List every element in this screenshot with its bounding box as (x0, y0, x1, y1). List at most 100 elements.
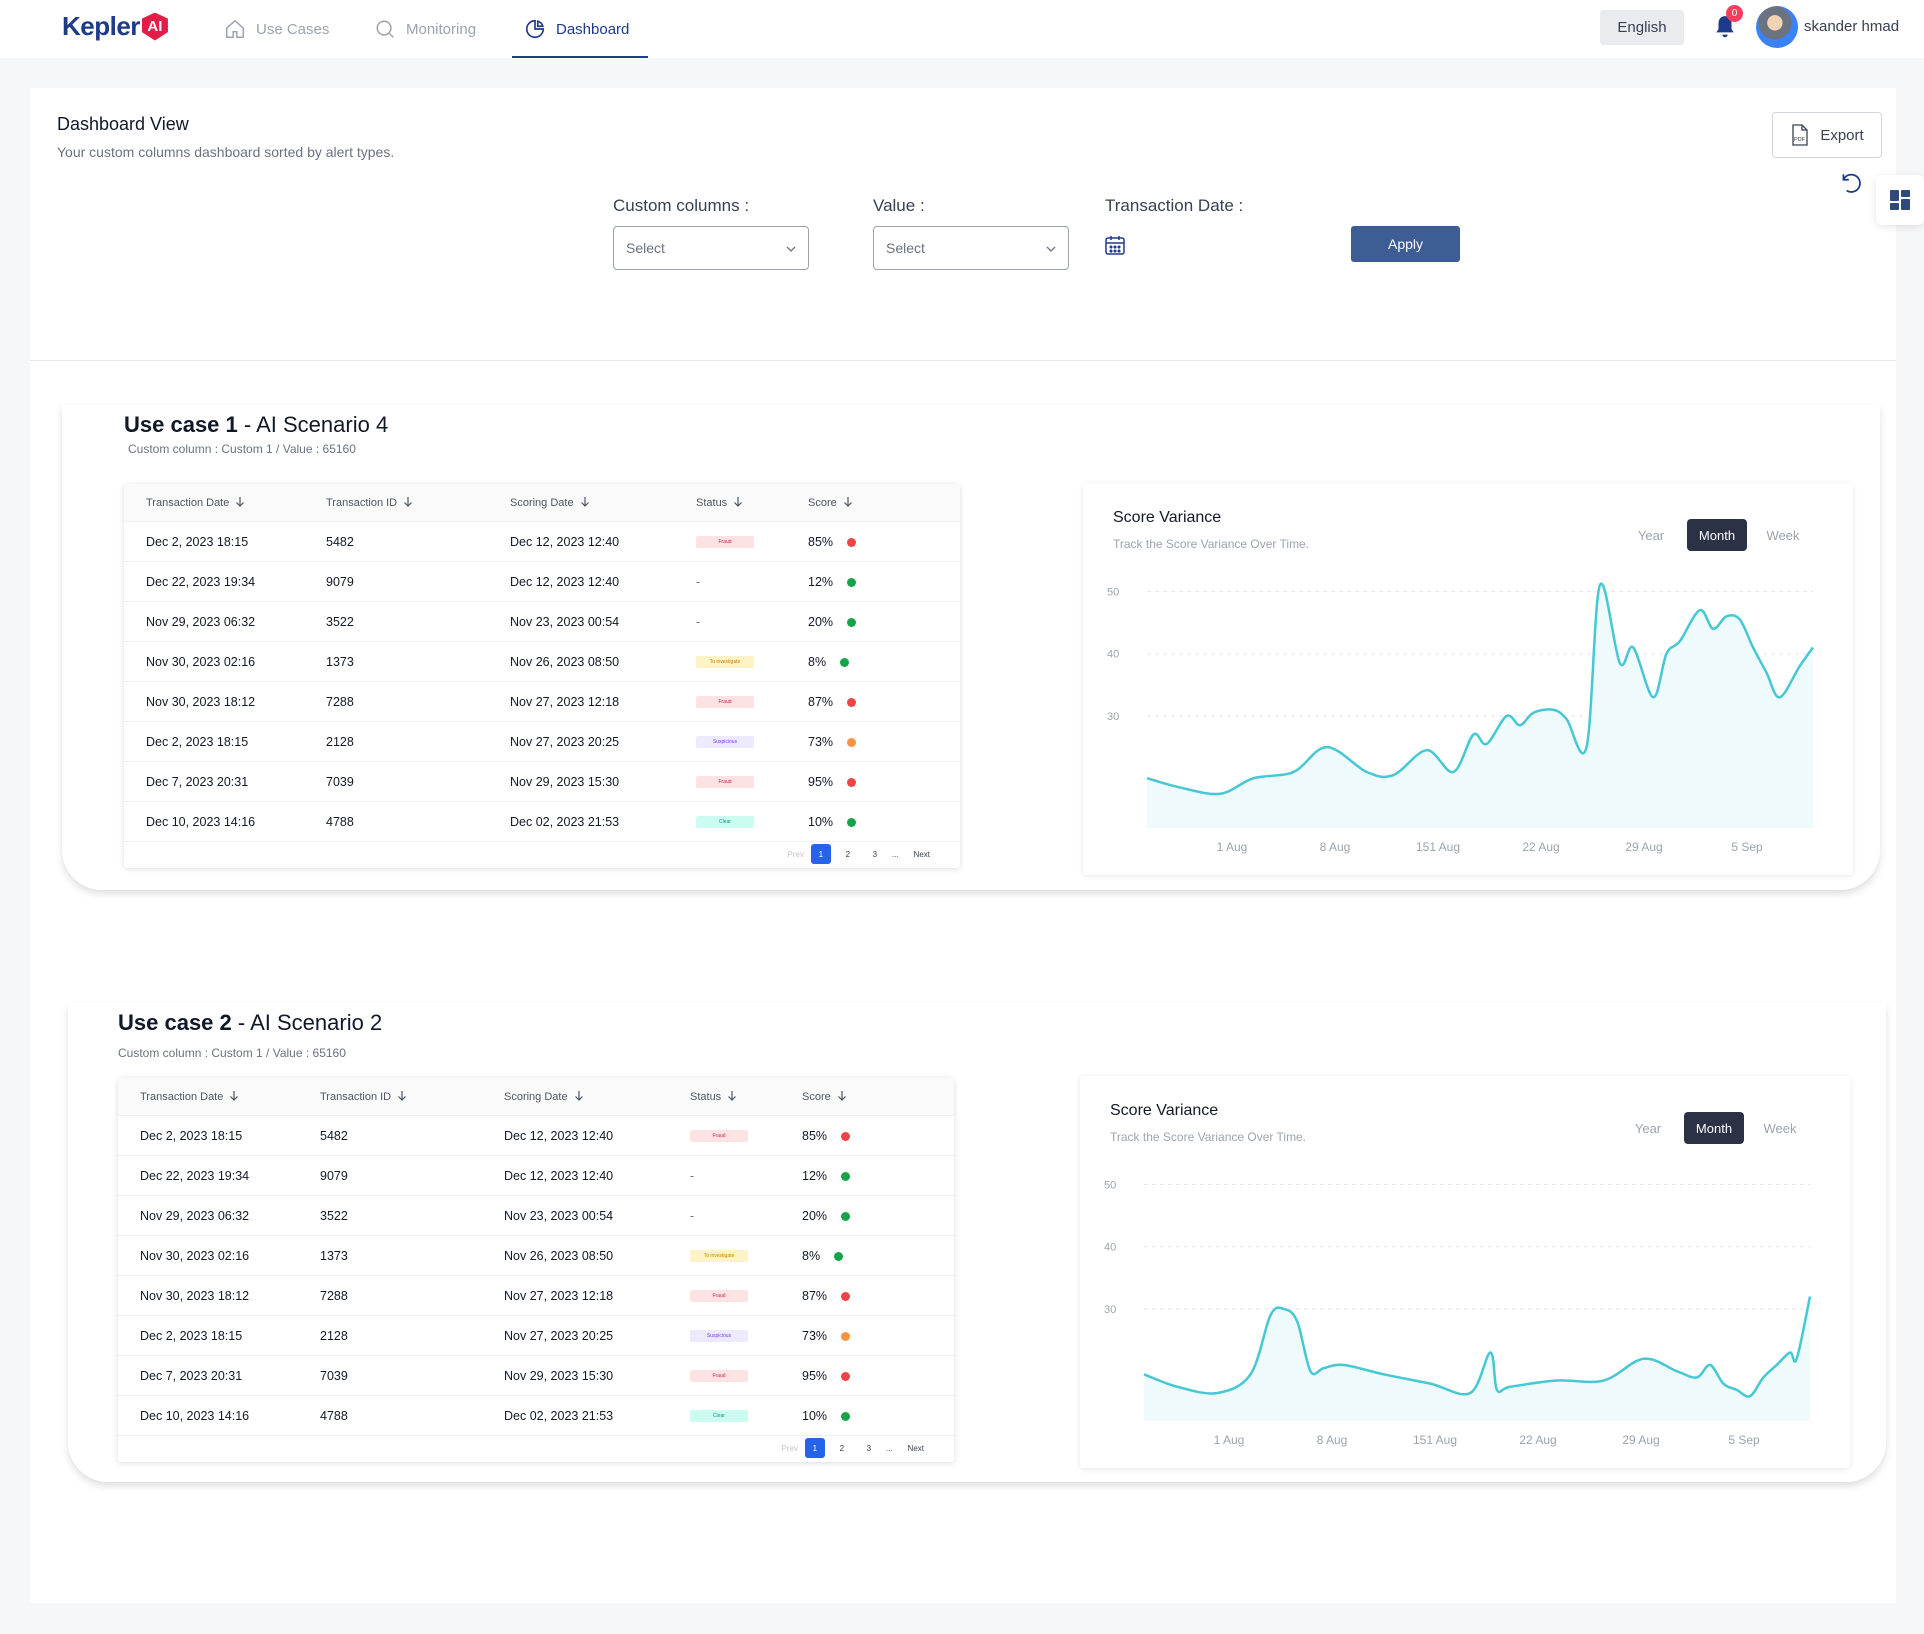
calendar-icon[interactable] (1104, 234, 1126, 256)
range-year-button[interactable]: Year (1634, 1120, 1662, 1136)
user-name[interactable]: skander hmad (1804, 18, 1900, 35)
column-header-label: Transaction ID (326, 497, 398, 509)
status-cell: Fraud (690, 1116, 748, 1156)
scoring-date-cell: Nov 27, 2023 12:18 (510, 695, 620, 709)
sort-arrow-icon[interactable] (727, 1090, 737, 1104)
range-week-button[interactable]: Week (1763, 1120, 1797, 1136)
range-month-button[interactable]: Month (1687, 519, 1747, 551)
range-year-button[interactable]: Year (1637, 527, 1665, 543)
x-tick-label: 1 Aug (1214, 1433, 1245, 1447)
pagination-prev[interactable]: Prev (781, 1443, 798, 1453)
sort-arrow-icon[interactable] (397, 1090, 407, 1104)
column-header-label: Transaction Date (146, 497, 230, 509)
column-header-status[interactable]: Status (690, 1078, 737, 1116)
reset-icon[interactable] (1838, 170, 1864, 196)
column-header-transaction-date[interactable]: Transaction Date (140, 1078, 239, 1116)
sort-arrow-icon[interactable] (843, 496, 853, 510)
status-badge: To investigate (690, 1250, 748, 1262)
pagination-page[interactable]: 1 (804, 1438, 825, 1458)
sort-arrow-icon[interactable] (837, 1090, 847, 1104)
chart-title: Score Variance (1110, 1102, 1219, 1119)
column-header-status[interactable]: Status (696, 484, 743, 522)
layout-toggle-button[interactable] (1876, 175, 1924, 225)
table-row[interactable]: Nov 29, 2023 06:32 3522 Nov 23, 2023 00:54… (118, 1196, 954, 1236)
table-row[interactable]: Dec 7, 2023 20:31 7039 Nov 29, 2023 15:30 F… (118, 1356, 954, 1396)
table-row[interactable]: Dec 2, 2023 18:15 5482 Dec 12, 2023 12:40 F… (118, 1116, 954, 1156)
table-row[interactable]: Nov 30, 2023 18:12 7288 Nov 27, 2023 12:18… (124, 682, 960, 722)
y-tick-label: 50 (1104, 1179, 1116, 1191)
logo-badge: AI (141, 12, 168, 41)
column-header-transaction-date[interactable]: Transaction Date (146, 484, 245, 522)
column-header-score[interactable]: Score (802, 1078, 847, 1116)
use-case-subtitle: Custom column : Custom 1 / Value : 65160 (118, 1046, 346, 1060)
nav-monitoring-label: Monitoring (406, 20, 477, 38)
top-bar: Kepler AI Use Cases Monitoring Dashboard… (0, 0, 1924, 58)
use-case-title-bold: Use case 1 (124, 412, 238, 437)
pagination-page[interactable]: 1 (810, 844, 831, 864)
transaction-id-cell: 1373 (326, 655, 354, 669)
status-cell: To investigate (696, 642, 754, 682)
pagination: Prev 1 2 3... Next (787, 844, 930, 864)
pagination-next[interactable]: Next (907, 1443, 924, 1453)
sort-arrow-icon[interactable] (733, 496, 743, 510)
transaction-date-cell: Dec 2, 2023 18:15 (146, 735, 249, 749)
range-month-button[interactable]: Month (1684, 1112, 1744, 1144)
table-row[interactable]: Dec 22, 2023 19:34 9079 Dec 12, 2023 12:40… (124, 562, 960, 602)
table-row[interactable]: Dec 10, 2023 14:16 4788 Dec 02, 2023 21:53… (118, 1396, 954, 1436)
nav-dashboard[interactable]: Dashboard (512, 0, 648, 58)
status-cell: Suspicious (690, 1316, 748, 1356)
nav-monitoring[interactable]: Monitoring (374, 0, 476, 58)
scoring-date-cell: Nov 26, 2023 08:50 (504, 1249, 614, 1263)
column-header-label: Score (808, 497, 837, 509)
x-tick-label: 5 Sep (1731, 840, 1763, 854)
table-row[interactable]: Dec 22, 2023 19:34 9079 Dec 12, 2023 12:40… (118, 1156, 954, 1196)
value-select[interactable]: Select (873, 226, 1069, 270)
column-header-transaction-id[interactable]: Transaction ID (326, 484, 413, 522)
status-badge: Fraud (696, 776, 754, 788)
score-cell: 73% (802, 1316, 851, 1356)
language-button[interactable]: English (1600, 10, 1684, 45)
pagination-next[interactable]: Next (913, 849, 930, 859)
table-row[interactable]: Dec 2, 2023 18:15 5482 Dec 12, 2023 12:40 F… (124, 522, 960, 562)
column-header-label: Score (802, 1091, 831, 1103)
nav-use-cases[interactable]: Use Cases (224, 0, 329, 58)
transaction-date-cell: Dec 7, 2023 20:31 (140, 1369, 243, 1383)
table-row[interactable]: Nov 30, 2023 02:16 1373 Nov 26, 2023 08:50… (118, 1236, 954, 1276)
status-badge: Fraud (690, 1130, 748, 1142)
pagination-page[interactable]: 2 (845, 849, 851, 859)
grid-icon (1890, 190, 1910, 210)
score-cell: 87% (802, 1276, 851, 1316)
column-header-scoring-date[interactable]: Scoring Date (504, 1078, 584, 1116)
score-value: 87% (802, 1289, 828, 1303)
x-tick-label: 22 Aug (1519, 1433, 1556, 1447)
column-header-label: Transaction Date (140, 1091, 224, 1103)
pagination-page[interactable]: 3 (872, 849, 878, 859)
table-row[interactable]: Nov 30, 2023 02:16 1373 Nov 26, 2023 08:50… (124, 642, 960, 682)
column-header-transaction-id[interactable]: Transaction ID (320, 1078, 407, 1116)
pagination-page[interactable]: 2 (839, 1443, 845, 1453)
sort-arrow-icon[interactable] (580, 496, 590, 510)
transaction-id-cell: 3522 (320, 1209, 348, 1223)
table-row[interactable]: Dec 2, 2023 18:15 2128 Nov 27, 2023 20:25 S… (124, 722, 960, 762)
export-button[interactable]: PDF Export (1772, 112, 1882, 158)
avatar[interactable] (1756, 6, 1798, 48)
range-week-button[interactable]: Week (1766, 527, 1800, 543)
table-row[interactable]: Dec 7, 2023 20:31 7039 Nov 29, 2023 15:30 F… (124, 762, 960, 802)
apply-button[interactable]: Apply (1351, 226, 1460, 262)
sort-arrow-icon[interactable] (403, 496, 413, 510)
sort-arrow-icon[interactable] (235, 496, 245, 510)
table-row[interactable]: Nov 29, 2023 06:32 3522 Nov 23, 2023 00:54… (124, 602, 960, 642)
sort-arrow-icon[interactable] (574, 1090, 584, 1104)
table-row[interactable]: Nov 30, 2023 18:12 7288 Nov 27, 2023 12:18… (118, 1276, 954, 1316)
score-cell: 12% (808, 562, 857, 602)
column-header-score[interactable]: Score (808, 484, 853, 522)
nav-dashboard-label: Dashboard (556, 20, 630, 38)
custom-columns-select[interactable]: Select (613, 226, 809, 270)
table-row[interactable]: Dec 2, 2023 18:15 2128 Nov 27, 2023 20:25 S… (118, 1316, 954, 1356)
pagination-page[interactable]: 3 (866, 1443, 872, 1453)
column-header-scoring-date[interactable]: Scoring Date (510, 484, 590, 522)
sort-arrow-icon[interactable] (229, 1090, 239, 1104)
table-row[interactable]: Dec 10, 2023 14:16 4788 Dec 02, 2023 21:53… (124, 802, 960, 842)
pagination-prev[interactable]: Prev (787, 849, 804, 859)
kepler-logo[interactable]: Kepler AI (62, 11, 168, 42)
